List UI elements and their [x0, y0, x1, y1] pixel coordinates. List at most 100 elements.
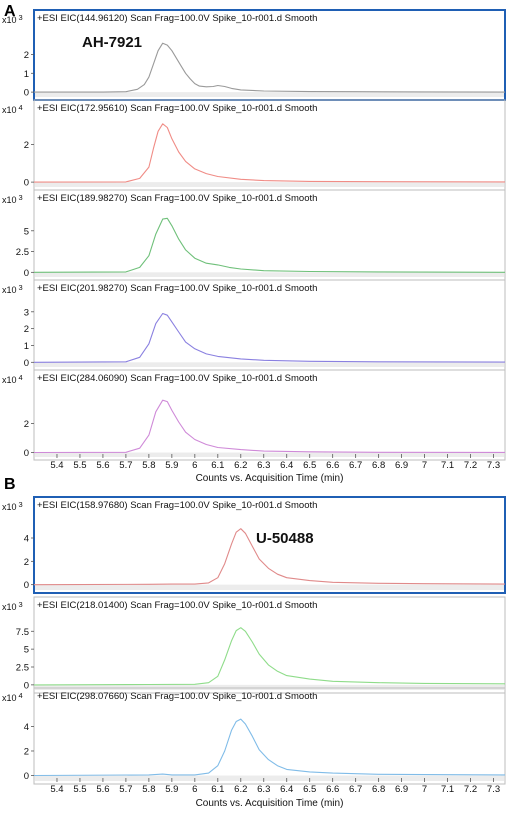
x-tick-label: 6.4 — [280, 460, 293, 471]
x-tick-label: 6.5 — [303, 460, 316, 471]
y-multiplier: x10 3 — [2, 13, 23, 25]
y-tick-label: 4 — [24, 722, 29, 733]
x-tick-label: 5.9 — [165, 460, 178, 471]
baseline-band — [35, 362, 504, 367]
trace-panel: +ESI EIC(172.95610) Scan Frag=100.0V Spi… — [2, 99, 506, 191]
x-tick-label: 5.4 — [50, 784, 63, 795]
x-tick-label: 6.9 — [395, 460, 408, 471]
x-tick-label: 7.1 — [441, 460, 454, 471]
x-tick-label: 6 — [192, 784, 197, 795]
trace-panel: +ESI EIC(201.98270) Scan Frag=100.0V Spi… — [2, 279, 506, 371]
y-multiplier: x10 4 — [2, 373, 23, 385]
trace-panel: +ESI EIC(284.06090) Scan Frag=100.0V Spi… — [2, 369, 506, 461]
x-tick-label: 7.3 — [487, 784, 500, 795]
x-tick-label: 7.2 — [464, 460, 477, 471]
x-tick-label: 5.7 — [119, 460, 132, 471]
x-tick-label: 7 — [422, 460, 427, 471]
trace-title: +ESI EIC(144.96120) Scan Frag=100.0V Spi… — [37, 13, 317, 24]
y-tick-label: 7.5 — [16, 627, 29, 638]
x-tick-label: 6.1 — [211, 784, 224, 795]
trace-title: +ESI EIC(298.07660) Scan Frag=100.0V Spi… — [37, 691, 317, 702]
y-tick-label: 0 — [24, 771, 29, 782]
y-tick-label: 0 — [24, 268, 29, 279]
baseline-band — [35, 452, 504, 457]
x-tick-label: 5.5 — [73, 784, 86, 795]
y-tick-label: 4 — [24, 534, 29, 545]
y-multiplier: x10 3 — [2, 600, 23, 612]
baseline-band — [35, 182, 504, 187]
panel-a: A +ESI EIC(144.96120) Scan Frag=100.0V Sp… — [2, 3, 506, 484]
x-tick-label: 5.9 — [165, 784, 178, 795]
y-tick-label: 0 — [24, 448, 29, 459]
x-tick-label: 6 — [192, 460, 197, 471]
y-multiplier: x10 3 — [2, 283, 23, 295]
compound-label: U-50488 — [256, 530, 314, 547]
x-tick-label: 5.4 — [50, 460, 63, 471]
y-tick-label: 0 — [24, 178, 29, 189]
trace-panel: +ESI EIC(158.97680) Scan Frag=100.0V Spi… — [2, 496, 506, 594]
baseline-band — [35, 584, 504, 590]
x-tick-label: 6.7 — [349, 784, 362, 795]
baseline-band — [35, 684, 504, 690]
y-multiplier: x10 3 — [2, 193, 23, 205]
y-tick-label: 0 — [24, 680, 29, 691]
x-tick-label: 7.2 — [464, 784, 477, 795]
y-tick-label: 0 — [24, 358, 29, 369]
y-tick-label: 1 — [24, 341, 29, 352]
trace-line — [33, 718, 506, 777]
x-tick-label: 6.8 — [372, 784, 385, 795]
y-tick-label: 3 — [24, 307, 29, 318]
y-tick-label: 2 — [24, 557, 29, 568]
trace-title: +ESI EIC(158.97680) Scan Frag=100.0V Spi… — [37, 500, 317, 511]
y-tick-label: 5 — [24, 226, 29, 237]
y-multiplier: x10 3 — [2, 500, 23, 512]
x-tick-label: 6.6 — [326, 460, 339, 471]
x-tick-label: 6.3 — [257, 460, 270, 471]
y-tick-label: 0 — [24, 580, 29, 591]
y-tick-label: 2 — [24, 50, 29, 61]
trace-panel: +ESI EIC(298.07660) Scan Frag=100.0V Spi… — [2, 687, 506, 785]
x-tick-label: 6.4 — [280, 784, 293, 795]
x-tick-label: 5.8 — [142, 460, 155, 471]
y-tick-label: 2 — [24, 324, 29, 335]
trace-title: +ESI EIC(189.98270) Scan Frag=100.0V Spi… — [37, 193, 317, 204]
x-axis: 5.4 5.5 5.6 5.7 5.8 5.9 6 6.1 6.2 6.3 6.4 6.5 6.6 6.7… — [50, 454, 500, 484]
baseline-band — [35, 272, 504, 277]
x-tick-label: 7 — [422, 784, 427, 795]
y-tick-label: 2 — [24, 140, 29, 151]
x-tick-label: 6.6 — [326, 784, 339, 795]
trace-line — [33, 217, 506, 273]
y-tick-label: 2 — [24, 746, 29, 757]
trace-panel: +ESI EIC(218.01400) Scan Frag=100.0V Spi… — [2, 596, 506, 694]
x-tick-label: 5.5 — [73, 460, 86, 471]
trace-line — [33, 123, 506, 183]
trace-frame — [33, 596, 506, 694]
panel-letter: A — [4, 3, 16, 20]
y-multiplier: x10 4 — [2, 103, 23, 115]
x-tick-label: 6.2 — [234, 784, 247, 795]
trace-line — [33, 627, 506, 686]
y-tick-label: 2.5 — [16, 663, 29, 674]
x-tick-label: 6.2 — [234, 460, 247, 471]
y-tick-label: 5 — [24, 645, 29, 656]
trace-line — [33, 399, 506, 454]
y-tick-label: 2.5 — [16, 247, 29, 258]
x-tick-label: 5.7 — [119, 784, 132, 795]
x-tick-label: 7.1 — [441, 784, 454, 795]
trace-frame — [33, 687, 506, 785]
trace-title: +ESI EIC(201.98270) Scan Frag=100.0V Spi… — [37, 283, 317, 294]
trace-panel: +ESI EIC(144.96120) Scan Frag=100.0V Spi… — [2, 9, 506, 101]
trace-title: +ESI EIC(172.95610) Scan Frag=100.0V Spi… — [37, 103, 317, 114]
y-multiplier: x10 4 — [2, 691, 23, 703]
x-axis-label: Counts vs. Acquisition Time (min) — [196, 473, 344, 484]
x-tick-label: 5.6 — [96, 784, 109, 795]
trace-title: +ESI EIC(218.01400) Scan Frag=100.0V Spi… — [37, 600, 317, 611]
trace-frame — [33, 369, 506, 461]
x-tick-label: 6.5 — [303, 784, 316, 795]
x-tick-label: 6.9 — [395, 784, 408, 795]
trace-line — [33, 312, 506, 363]
trace-panel: +ESI EIC(189.98270) Scan Frag=100.0V Spi… — [2, 189, 506, 281]
baseline-band — [35, 775, 504, 781]
trace-line — [34, 42, 506, 93]
